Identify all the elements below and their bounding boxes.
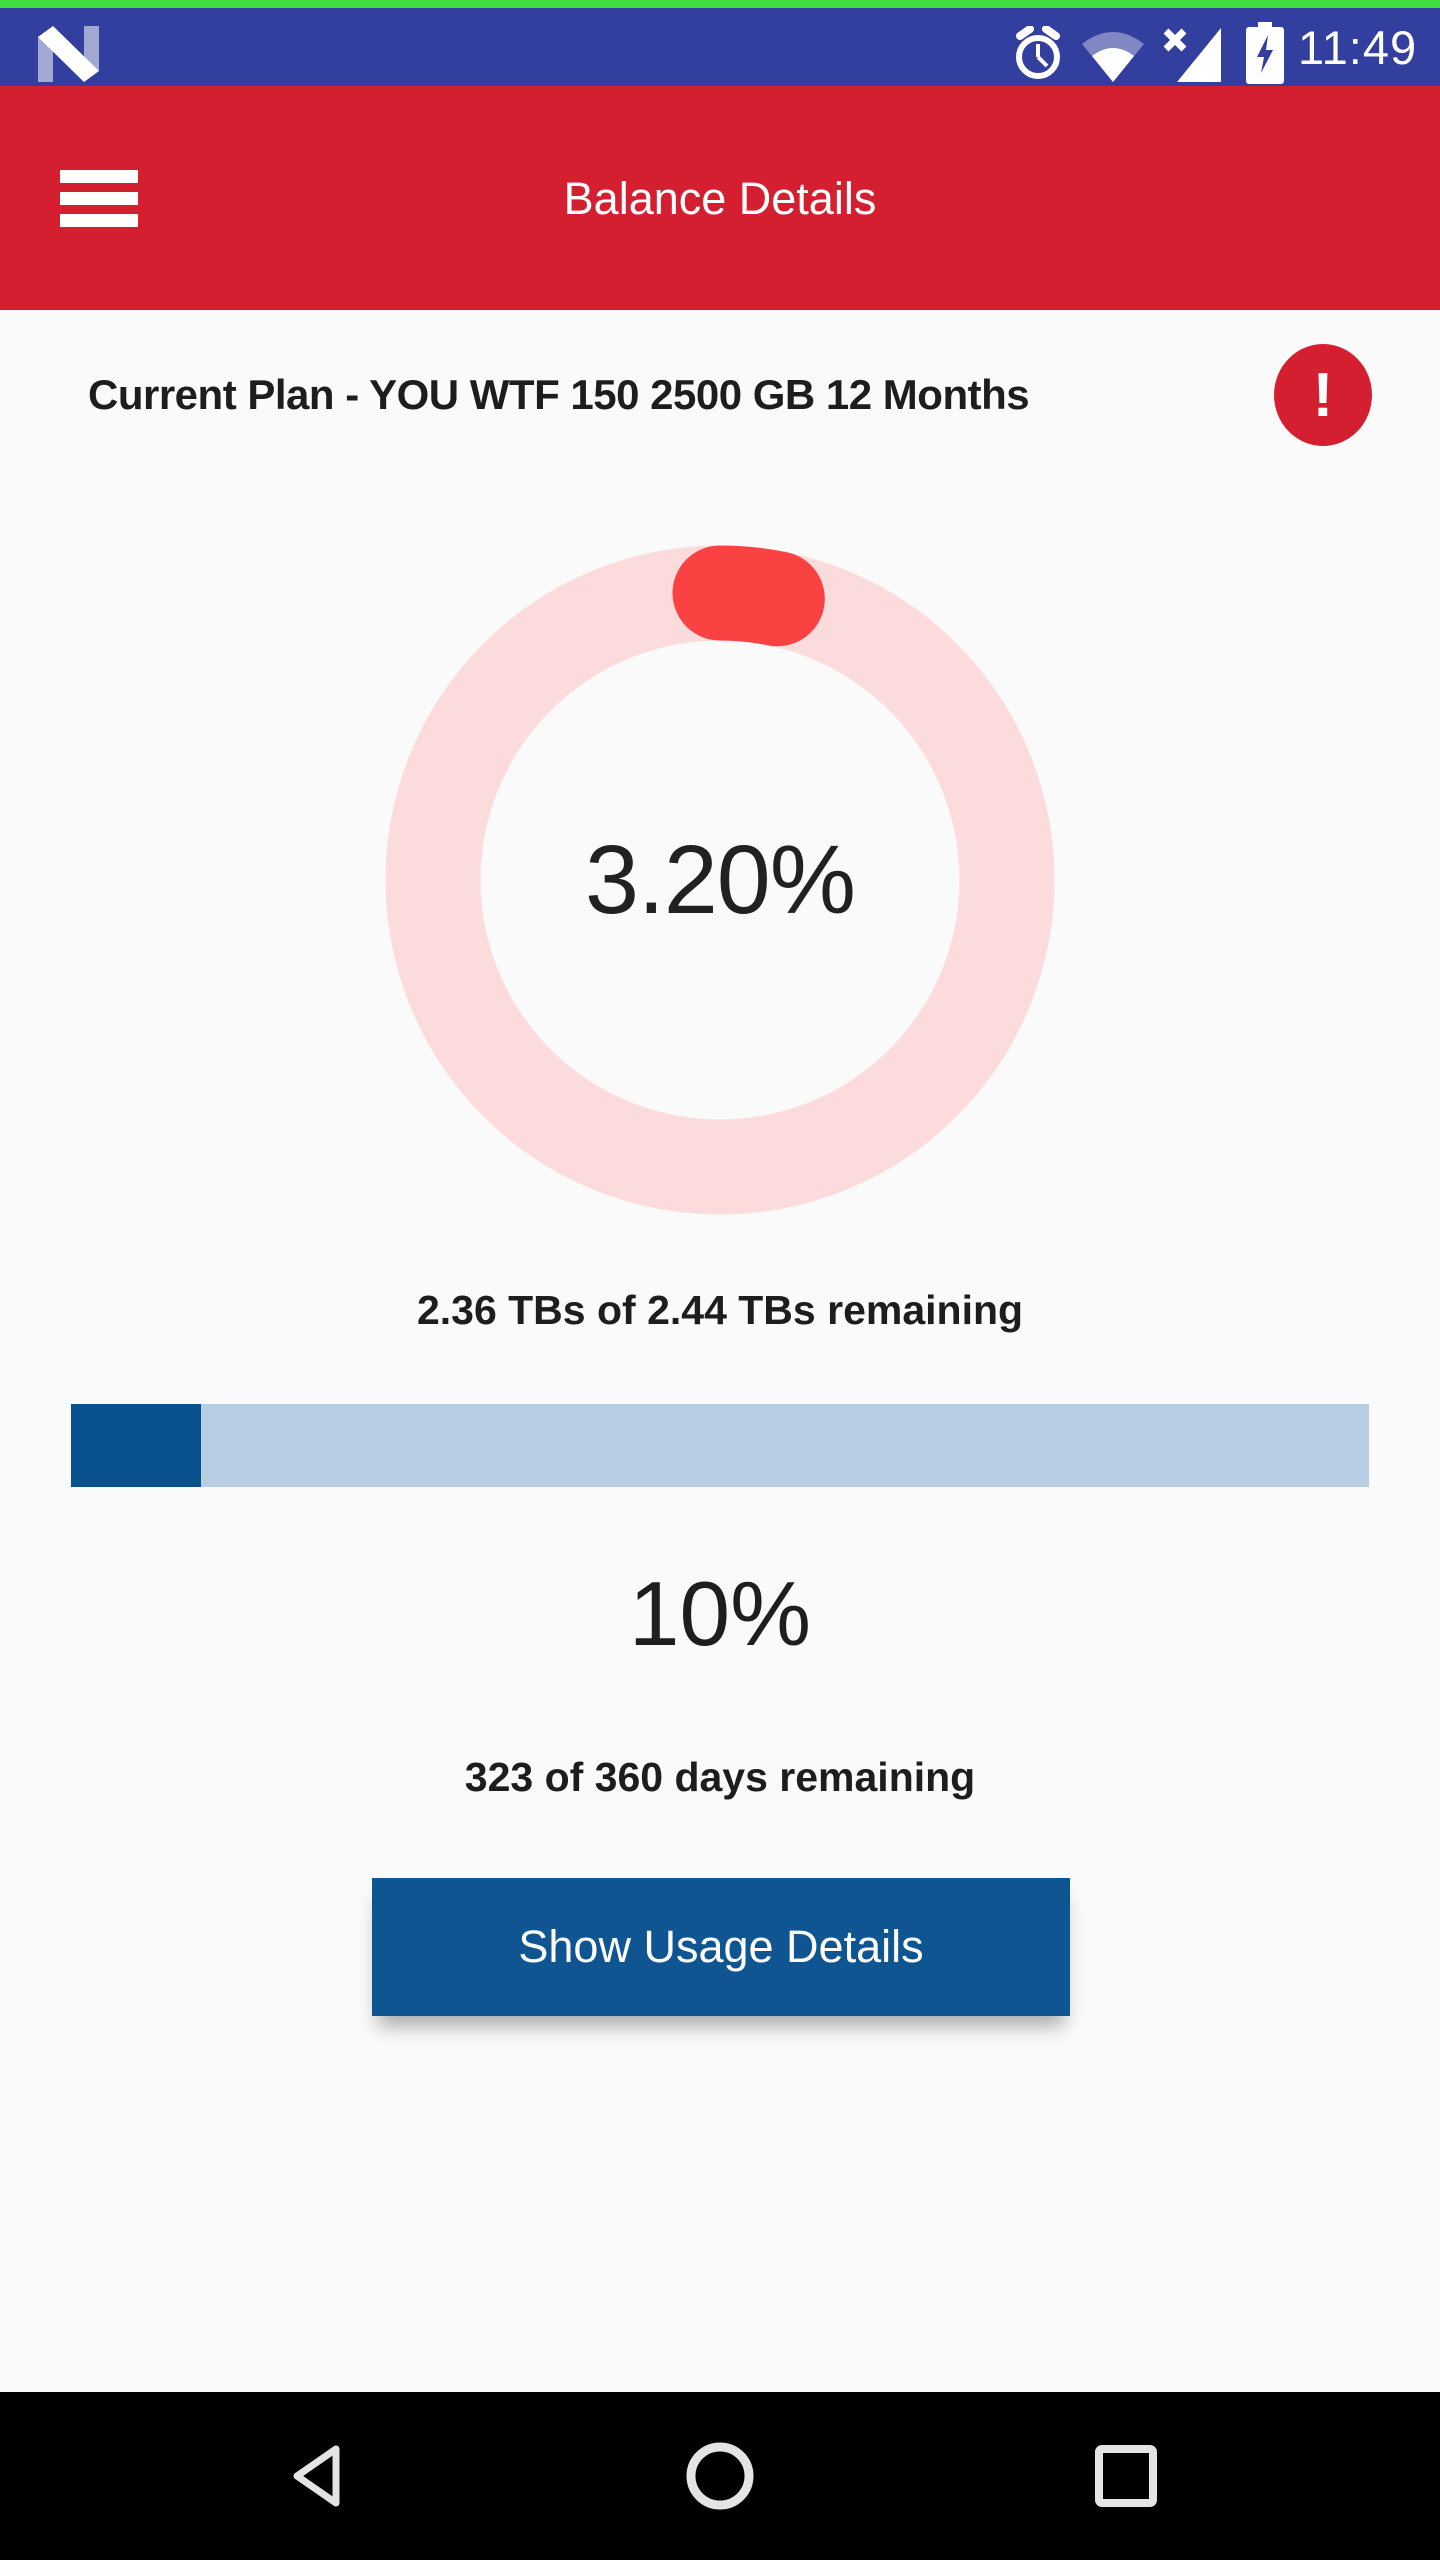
app-bar: Balance Details	[0, 86, 1440, 310]
alarm-clock-icon	[1016, 26, 1060, 79]
nav-recents-button[interactable]	[1041, 2392, 1211, 2560]
nav-home-button[interactable]	[635, 2392, 805, 2560]
home-icon	[686, 2442, 754, 2510]
current-plan-label: Current Plan - YOU WTF 150 2500 GB 12 Mo…	[88, 371, 1030, 418]
android-nav-bar	[0, 2392, 1440, 2560]
show-usage-details-button[interactable]: Show Usage Details	[372, 1878, 1070, 2016]
data-percent-label: 3.20%	[584, 825, 856, 934]
recents-icon	[1095, 2445, 1157, 2507]
menu-button[interactable]	[60, 170, 138, 227]
data-remaining-label: 2.36 TBs of 2.44 TBs remaining	[416, 1287, 1024, 1333]
data-ring-progress	[385, 545, 1055, 1215]
current-plan-row: Current Plan - YOU WTF 150 2500 GB 12 Mo…	[88, 341, 1372, 449]
back-icon	[293, 2445, 340, 2507]
android-n-logo-icon	[38, 26, 99, 82]
days-percent-label: 10%	[628, 1564, 812, 1665]
days-progress-fill	[71, 1404, 201, 1487]
cell-signal-x-icon	[1163, 28, 1221, 82]
wifi-icon	[1082, 32, 1144, 82]
days-remaining-label: 323 of 360 days remaining	[464, 1754, 976, 1800]
nav-back-button[interactable]	[233, 2392, 403, 2560]
data-usage-ring: 3.20%	[384, 544, 1056, 1216]
exclamation-icon: !	[1312, 360, 1334, 430]
days-progress-bar	[71, 1404, 1369, 1487]
battery-charging-icon	[1246, 22, 1284, 84]
ring-chart	[385, 545, 1055, 1215]
status-time: 11:49	[1298, 21, 1418, 74]
hamburger-icon	[60, 170, 138, 183]
page-title: Balance Details	[563, 173, 877, 224]
status-bar: 11:49	[0, 8, 1440, 86]
plan-alert-button[interactable]: !	[1274, 344, 1372, 446]
